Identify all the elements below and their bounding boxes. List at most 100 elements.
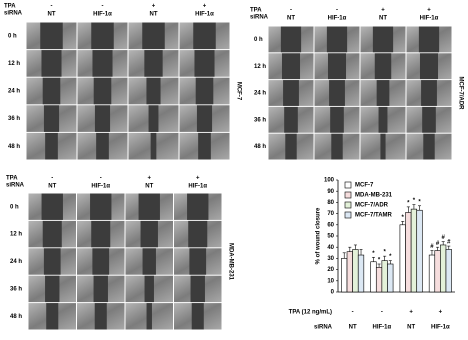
wound-gap [194,50,215,77]
tpa-row-label: TPA (12 ng/mL) [289,310,332,316]
wound-gap [329,80,345,106]
wound-gap [380,133,386,160]
cell-line-label: MCF-7 [235,82,241,101]
wound-gap [187,193,209,220]
tpa-label: - [336,8,338,14]
time-label: 12 h [254,64,266,70]
wound-gap [42,220,62,248]
tpa-label: - [102,4,104,10]
time-label: 24 h [254,91,266,97]
wound-gap [142,248,156,275]
bar [370,261,377,293]
wound-gap [196,105,213,132]
sirna-label: NT [379,16,387,22]
y-tick-label: 30 [327,256,334,262]
y-axis-label: % of wound closure [316,207,322,264]
wound-gap [144,50,163,77]
legend-swatch [344,191,352,199]
wound-gap [419,53,439,80]
wound-gap [280,26,302,53]
time-label: 24 h [10,259,22,265]
significance-mark: * [378,258,381,264]
wound-gap [376,80,390,106]
cell-line-label: MDA-MB-231 [227,243,233,281]
time-label: 48 h [8,144,20,150]
wound-gap [327,53,347,80]
wound-gap [421,80,437,106]
legend-label: MCF-7 [355,183,374,189]
wound-gap [150,132,157,160]
legend-label: MCF-7/TAMR [355,213,393,219]
significance-mark: * [407,200,410,206]
wound-gap [374,53,392,80]
sirna-label: NT [48,12,56,18]
wound-gap [94,303,107,330]
y-tick-label: 60 [327,222,334,228]
significance-mark: * [413,198,416,204]
sirna-label: NT [145,184,153,190]
bar [445,249,452,293]
bar [434,250,441,293]
wound-gap [189,248,207,275]
wound-gap [146,77,161,105]
bar [440,244,447,293]
tpa-label: - [100,176,102,182]
wound-gap [372,26,394,53]
y-tick-label: 10 [327,278,334,284]
wound-gap [42,77,61,105]
tpa-label: - [51,4,53,10]
wound-gap [140,220,158,248]
wound-gap [281,53,301,80]
tpa-label: + [381,8,385,14]
wound-gap [188,220,208,248]
cell-line-label: MCF-7/ADR [457,77,463,111]
bar [428,254,436,293]
wound-gap [190,275,205,303]
legend-swatch [344,181,352,189]
time-label: 12 h [10,232,22,238]
tpa-label: + [427,8,431,14]
bar [410,208,418,293]
bar [399,224,406,293]
wound-gap [46,303,59,330]
time-label: 12 h [8,61,20,67]
wound-gap [40,22,63,50]
time-label: 36 h [254,117,266,123]
significance-mark: * [372,251,375,257]
time-label: 0 h [8,33,17,39]
bar [341,258,348,293]
x-tick-label: HIF-1α [373,325,392,331]
wound-gap [326,26,348,53]
tpa-label: + [203,4,207,10]
significance-mark: # [436,241,440,247]
wound-gap [284,106,298,133]
bar [352,249,359,293]
sirna-label: HIF-1α [188,184,207,190]
y-tick-label: 100 [324,178,335,184]
tpa-label: + [147,176,151,182]
legend-swatch [344,211,352,219]
y-tick-label: 50 [327,234,334,240]
x-tick-label: HIF-1α [431,325,450,331]
wound-gap [422,106,436,133]
sirna-title: siRNA [6,183,25,189]
tpa-label: + [196,176,200,182]
sirna-label: HIF-1α [420,16,439,22]
y-tick-label: 20 [327,267,334,273]
tpa-label: + [152,4,156,10]
wound-gap [193,22,216,50]
sirna-label: HIF-1α [91,184,110,190]
wound-gap [43,105,60,132]
wound-gap [423,133,435,160]
sirna-row-label: siRNA [314,325,333,331]
time-label: 36 h [10,286,22,292]
x-tick-label: NT [349,325,357,331]
wound-gap [285,133,297,160]
tpa-title: TPA [250,8,262,14]
wound-gap [91,220,111,248]
time-label: 36 h [8,116,20,122]
wound-gap [198,132,211,160]
tpa-label: - [352,310,354,316]
wound-gap [45,132,58,160]
